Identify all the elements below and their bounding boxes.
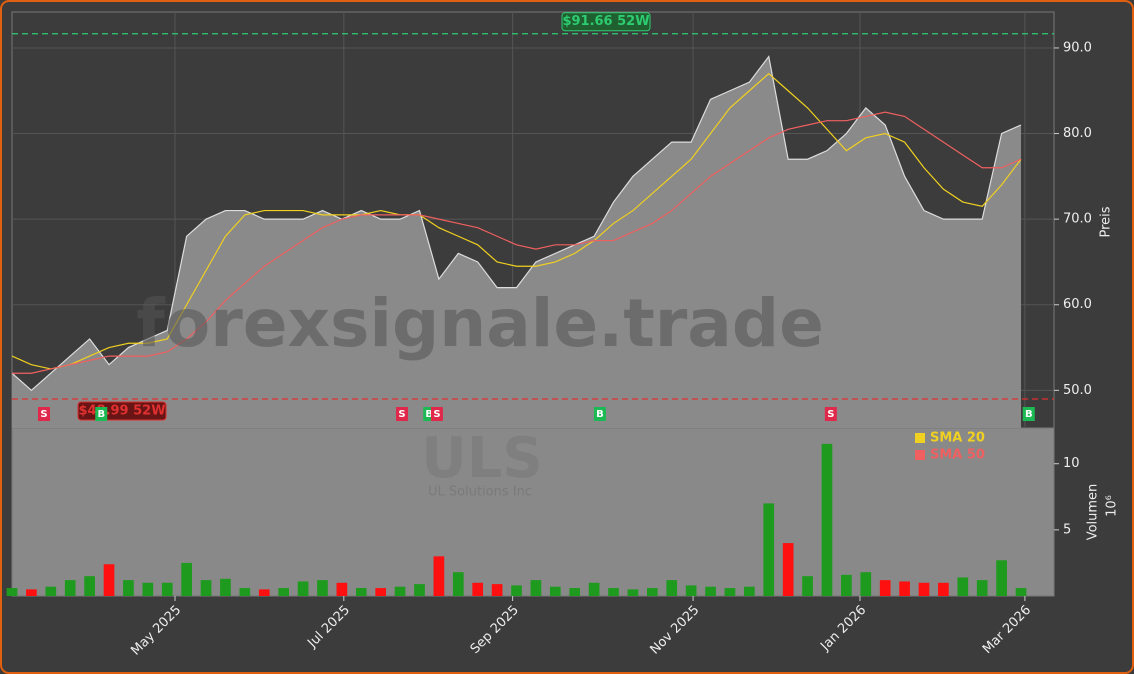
volume-bar xyxy=(860,572,872,596)
volume-bar xyxy=(26,589,37,596)
signal-marker xyxy=(430,407,443,421)
volume-bar xyxy=(336,582,348,596)
signal-label: S xyxy=(827,409,834,420)
volume-bar xyxy=(491,584,503,596)
symbol-watermark: ULS xyxy=(421,426,543,491)
volume-bar xyxy=(511,585,522,596)
volume-bar xyxy=(394,586,406,596)
volume-bar xyxy=(685,585,697,596)
signal-label: B xyxy=(596,409,604,420)
volume-bar xyxy=(355,588,367,596)
sma-line xyxy=(11,72,1022,370)
volume-bar xyxy=(123,580,134,596)
signal-marker xyxy=(396,407,409,421)
volume-bar xyxy=(142,582,154,596)
volume-bar xyxy=(646,588,658,596)
volume-bar xyxy=(957,577,969,596)
volume-bar xyxy=(472,582,484,596)
signal-label: B xyxy=(425,409,433,420)
volume-bar xyxy=(821,443,833,596)
volume-bar xyxy=(744,586,755,596)
volume-bar xyxy=(161,582,173,596)
volume-bar xyxy=(569,588,581,596)
volume-bar xyxy=(181,562,192,596)
annotation-label: $48.99 52W xyxy=(78,403,165,418)
volume-axis-label: Volumen xyxy=(1086,484,1101,541)
volume-bar xyxy=(6,588,18,596)
sma-line xyxy=(12,111,1022,374)
volume-tick-label: 5 xyxy=(1063,522,1071,537)
legend-swatch xyxy=(915,450,925,460)
volume-bar xyxy=(103,564,115,596)
volume-bar xyxy=(588,582,600,596)
y-tick-label: 70.0 xyxy=(1063,212,1092,227)
volume-tick-label: 10 xyxy=(1063,456,1080,471)
volume-bar xyxy=(375,588,387,596)
volume-bar xyxy=(879,580,891,596)
y-tick-label: 50.0 xyxy=(1063,383,1092,398)
volume-bar xyxy=(763,503,775,596)
company-watermark: UL Solutions Inc xyxy=(428,485,532,500)
volume-bar xyxy=(608,588,619,596)
volume-bar xyxy=(918,582,930,596)
volume-bar xyxy=(64,580,76,596)
volume-bar xyxy=(200,580,212,596)
watermark: forexsignale.trade xyxy=(136,285,824,362)
signal-label: B xyxy=(97,409,105,420)
y-tick-label: 60.0 xyxy=(1063,297,1092,312)
y-tick-label: 80.0 xyxy=(1063,126,1092,141)
volume-bar xyxy=(627,589,639,596)
volume-bar xyxy=(724,588,736,596)
volume-bar xyxy=(258,589,270,596)
annotation-label: $91.66 52W xyxy=(562,14,649,29)
volume-bar xyxy=(433,556,445,596)
volume-bar xyxy=(297,581,309,596)
volume-bar xyxy=(239,588,251,596)
signal-label: S xyxy=(40,409,47,420)
signal-marker xyxy=(824,407,837,421)
y-axis-label: Preis xyxy=(1099,206,1114,237)
volume-bar xyxy=(802,576,813,596)
signal-label: B xyxy=(1025,409,1033,420)
volume-bar xyxy=(220,578,231,596)
volume-bar xyxy=(84,576,95,596)
volume-bar xyxy=(938,582,949,596)
volume-bar xyxy=(317,580,328,596)
volume-bar xyxy=(841,574,852,596)
price-line xyxy=(11,55,1022,392)
volume-bar xyxy=(666,580,678,596)
volume-bar xyxy=(899,581,910,596)
volume-bar xyxy=(414,584,425,596)
volume-bar xyxy=(705,586,716,596)
y-tick-label: 90.0 xyxy=(1063,40,1092,55)
volume-bar xyxy=(549,586,561,596)
signal-marker xyxy=(1022,407,1035,421)
volume-bar xyxy=(782,543,794,596)
volume-bar xyxy=(452,572,464,596)
volume-bar xyxy=(530,580,542,596)
volume-bar xyxy=(1015,588,1027,596)
signal-marker xyxy=(593,407,606,421)
legend-swatch xyxy=(915,433,925,443)
signal-marker xyxy=(38,407,51,421)
volume-bar xyxy=(278,588,289,596)
signal-label: S xyxy=(398,409,405,420)
signal-label: S xyxy=(433,409,440,420)
signal-marker xyxy=(95,407,108,421)
volume-bar xyxy=(45,586,57,596)
annotation-box xyxy=(561,12,651,32)
legend-label: SMA 50 xyxy=(930,448,985,463)
price-area xyxy=(12,56,1022,429)
volume-bar xyxy=(996,560,1007,596)
legend-label: SMA 20 xyxy=(930,431,985,446)
volume-bar xyxy=(976,580,988,596)
volume-unit: 10⁶ xyxy=(1105,495,1120,517)
